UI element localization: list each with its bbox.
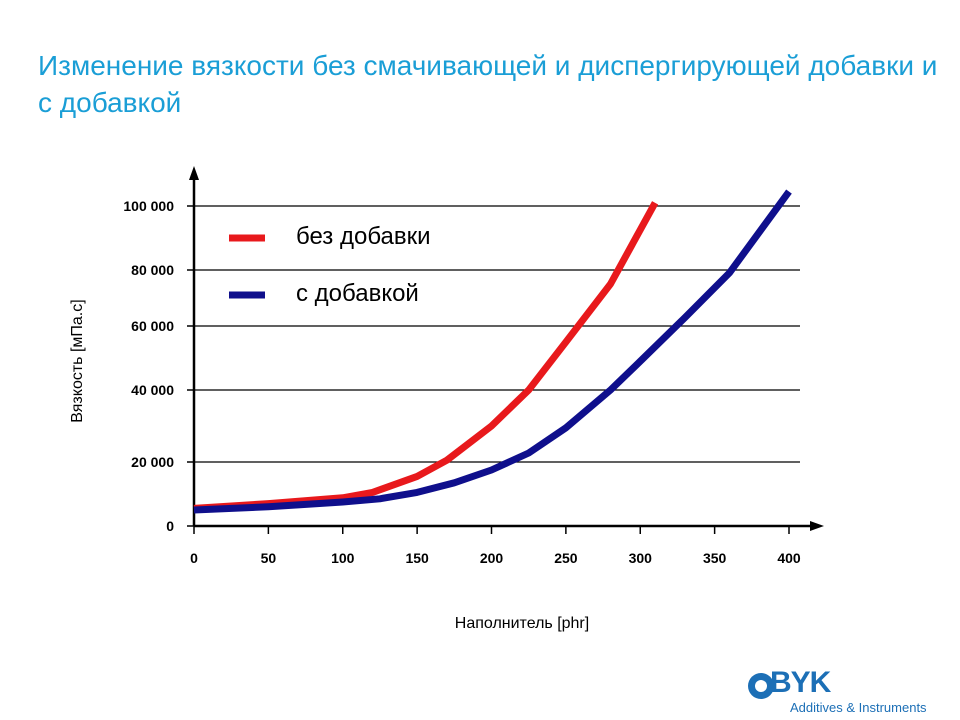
y-tick-label: 40 000 <box>131 382 174 398</box>
y-tick-label: 0 <box>166 518 174 534</box>
x-tick-label: 50 <box>261 550 277 566</box>
legend: без добавки с добавкой <box>229 223 431 307</box>
y-tick-label: 80 000 <box>131 262 174 278</box>
series-line-blue <box>193 189 792 514</box>
x-tick-label: 400 <box>777 550 801 566</box>
series-line-red <box>193 201 659 512</box>
byk-logo: BYK Additives & Instruments <box>748 666 948 716</box>
y-tick-label: 100 000 <box>123 198 174 214</box>
x-tick-label: 200 <box>480 550 504 566</box>
x-tick-label: 250 <box>554 550 578 566</box>
y-axis-arrow-icon <box>189 166 199 180</box>
y-tick-label: 60 000 <box>131 318 174 334</box>
x-tick-label: 300 <box>629 550 653 566</box>
legend-label: с добавкой <box>296 280 419 307</box>
axes <box>187 166 824 534</box>
grid-lines <box>194 205 800 463</box>
x-tick-label: 150 <box>405 550 429 566</box>
x-tick-label: 350 <box>703 550 727 566</box>
y-axis-label: Вязкость [мПа.с] <box>69 299 86 422</box>
legend-label: без добавки <box>296 223 431 250</box>
x-tick-labels: 0 50 100 150 200 250 300 350 400 <box>190 550 801 566</box>
logo-subtitle: Additives & Instruments <box>790 700 927 715</box>
y-tick-labels: 0 20 000 40 000 60 000 80 000 100 000 <box>123 198 174 534</box>
logo-mark-icon <box>748 673 774 699</box>
x-tick-label: 0 <box>190 550 198 566</box>
slide-title: Изменение вязкости без смачивающей и дис… <box>38 50 938 118</box>
series-lines <box>193 189 792 514</box>
y-tick-label: 20 000 <box>131 454 174 470</box>
x-tick-label: 100 <box>331 550 355 566</box>
x-axis-label: Наполнитель [phr] <box>455 615 589 632</box>
logo-name: BYK <box>770 666 831 699</box>
x-axis-arrow-icon <box>810 521 824 531</box>
